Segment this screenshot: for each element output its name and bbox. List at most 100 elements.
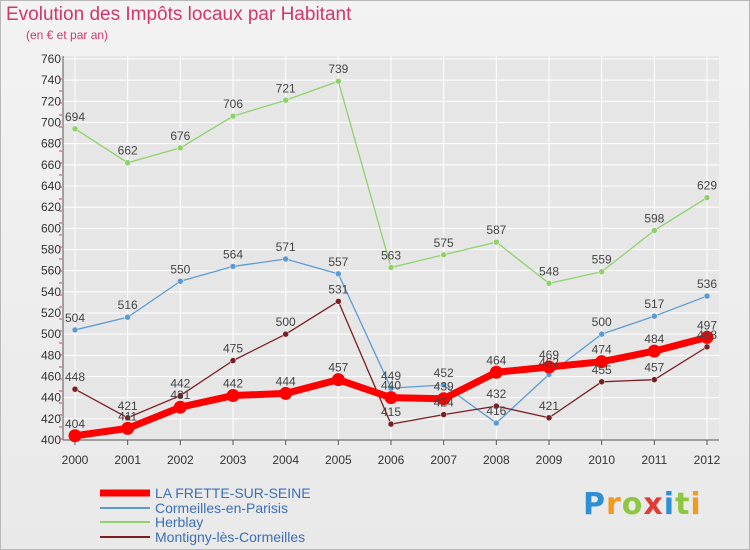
- data-point: [387, 264, 395, 271]
- data-point: [598, 330, 605, 338]
- proxiti-logo: Proxiti: [583, 487, 702, 522]
- data-point: [282, 330, 289, 338]
- data-label: 739: [328, 62, 348, 76]
- data-point: [335, 77, 342, 85]
- x-tick-label: 2005: [325, 453, 352, 467]
- data-point: [124, 159, 131, 166]
- y-tick-label: 580: [41, 243, 61, 257]
- data-label: 411: [118, 409, 137, 423]
- data-point: [226, 389, 240, 403]
- data-point: [651, 312, 658, 320]
- data-point: [177, 144, 184, 152]
- x-tick-label: 2011: [641, 453, 667, 467]
- y-tick-label: 700: [41, 116, 61, 130]
- data-point: [279, 386, 293, 400]
- y-tick-label: 680: [41, 137, 61, 151]
- data-point: [68, 429, 82, 443]
- data-label: 469: [539, 348, 559, 362]
- data-label: 448: [65, 370, 85, 384]
- y-tick-label: 620: [41, 200, 61, 214]
- data-label: 497: [697, 318, 717, 332]
- data-label: 575: [434, 236, 454, 250]
- legend: LA FRETTE-SUR-SEINECormeilles-en-Parisis…: [100, 485, 311, 545]
- y-tick-label: 740: [41, 73, 61, 87]
- data-point: [437, 392, 451, 406]
- y-tick-label: 760: [41, 52, 61, 66]
- data-point: [703, 343, 711, 351]
- data-label: 571: [276, 240, 296, 254]
- data-point: [331, 373, 345, 387]
- legend-label: Montigny-lès-Cormeilles: [155, 529, 305, 545]
- y-tick-label: 660: [41, 158, 61, 172]
- data-label: 517: [644, 297, 664, 311]
- data-point: [493, 402, 500, 410]
- x-tick-label: 2006: [378, 453, 405, 467]
- data-point: [595, 355, 609, 369]
- data-label: 536: [697, 277, 717, 291]
- data-point: [493, 238, 500, 246]
- data-point: [651, 376, 658, 383]
- data-label: 550: [170, 262, 190, 276]
- data-label: 457: [644, 361, 664, 375]
- data-label: 421: [539, 399, 559, 413]
- data-label: 442: [223, 377, 243, 391]
- y-tick-label: 480: [41, 348, 61, 362]
- data-label: 464: [486, 353, 506, 367]
- y-tick-label: 600: [41, 221, 61, 235]
- data-label: 455: [592, 363, 612, 377]
- data-label: 629: [697, 179, 717, 193]
- data-point: [124, 414, 131, 422]
- x-tick-label: 2003: [220, 453, 247, 467]
- x-tick-label: 2001: [114, 453, 141, 467]
- data-label: 500: [592, 315, 612, 329]
- data-point: [229, 263, 237, 270]
- data-label: 452: [434, 366, 454, 380]
- data-label: 439: [434, 380, 454, 394]
- data-point: [282, 97, 289, 104]
- data-point: [71, 326, 79, 334]
- y-tick-label: 520: [41, 306, 61, 320]
- x-tick-label: 2012: [694, 453, 721, 467]
- data-label: 587: [486, 223, 506, 237]
- y-tick-label: 460: [41, 370, 61, 384]
- data-label: 598: [644, 211, 664, 225]
- data-label: 721: [276, 81, 296, 95]
- data-label: 431: [170, 388, 190, 402]
- legend-label: LA FRETTE-SUR-SEINE: [155, 485, 311, 501]
- y-tick-label: 720: [41, 94, 61, 108]
- data-point: [229, 357, 237, 364]
- data-label: 694: [65, 110, 85, 124]
- data-label: 424: [434, 396, 454, 410]
- data-point: [387, 420, 395, 428]
- data-label: 488: [697, 328, 717, 342]
- chart-title: Evolution des Impôts locaux par Habitant: [6, 4, 352, 25]
- data-point: [384, 391, 398, 405]
- data-label: 557: [328, 255, 348, 269]
- data-label: 440: [381, 379, 401, 393]
- y-tick-label: 540: [41, 285, 61, 299]
- data-point: [71, 385, 79, 393]
- grid: [63, 56, 719, 441]
- data-label: 559: [592, 253, 612, 267]
- x-tick-label: 2009: [536, 453, 563, 467]
- y-tick-label: 440: [41, 391, 61, 405]
- data-label: 404: [65, 417, 85, 431]
- data-label: 706: [223, 97, 243, 111]
- data-label: 564: [223, 247, 243, 261]
- y-tick-label: 640: [41, 179, 61, 193]
- data-label: 504: [65, 311, 85, 325]
- data-label: 500: [276, 315, 296, 329]
- data-label: 442: [170, 377, 190, 391]
- data-label: 563: [381, 248, 401, 262]
- data-label: 662: [118, 144, 138, 158]
- x-tick-label: 2000: [62, 453, 89, 467]
- data-label: 432: [486, 387, 506, 401]
- data-point: [440, 381, 447, 389]
- data-label: 474: [592, 343, 612, 357]
- data-point: [124, 313, 131, 321]
- data-point: [335, 270, 342, 278]
- data-point: [177, 278, 184, 285]
- data-label: 444: [276, 374, 296, 388]
- x-tick-label: 2002: [167, 453, 194, 467]
- x-tick-label: 2008: [483, 453, 510, 467]
